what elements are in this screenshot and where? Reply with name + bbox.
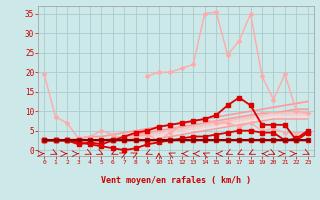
X-axis label: Vent moyen/en rafales ( km/h ): Vent moyen/en rafales ( km/h ) [101,176,251,185]
